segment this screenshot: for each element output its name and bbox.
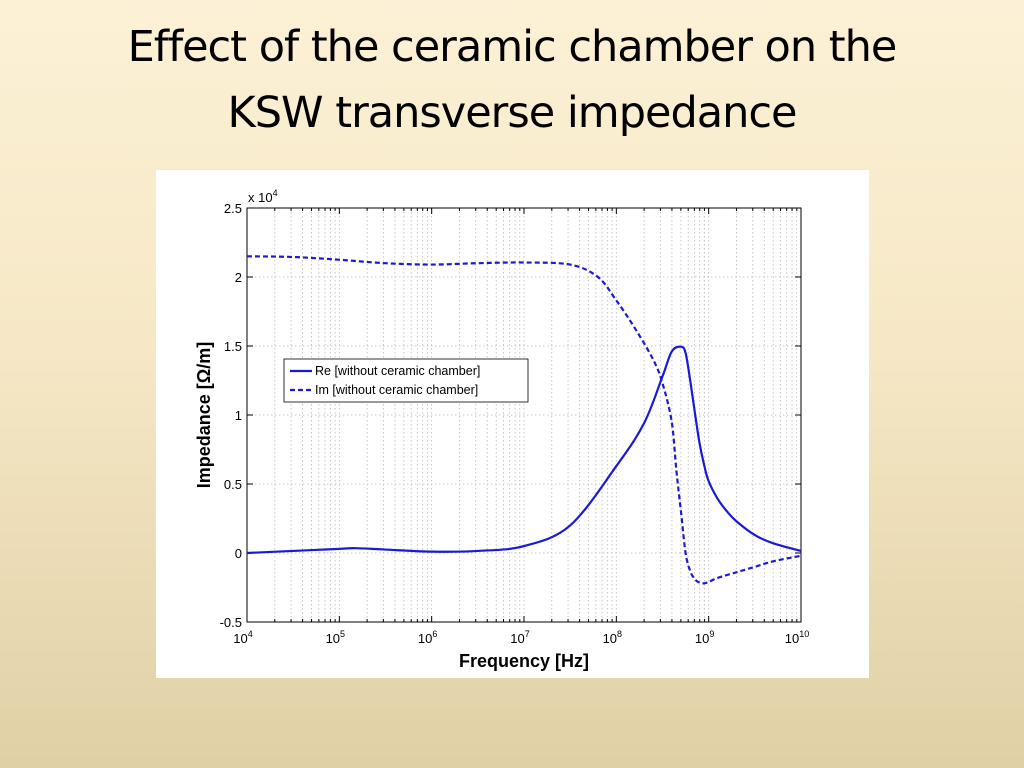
x-tick-label: 109 <box>695 629 714 646</box>
slide-title-line2: KSW transverse impedance <box>227 88 798 138</box>
legend-re-label: Re [without ceramic chamber] <box>315 364 480 378</box>
y-tick-label: 1.5 <box>224 339 242 354</box>
y-axis-label: Impedance [Ω/m] <box>194 342 214 488</box>
y-tick-label: 2.5 <box>224 201 242 216</box>
grid-lines <box>247 208 801 622</box>
figure-panel: 104 105 106 107 108 109 1010 -0.5 0 0.5 1 1.5 2 2.5 x … <box>156 170 869 678</box>
slide-title: Effect of the ceramic chamber on the KSW… <box>0 14 1024 146</box>
series-re-line <box>247 345 801 555</box>
legend: Re [without ceramic chamber] Im [without … <box>283 358 529 403</box>
x-axis-label: Frequency [Hz] <box>459 651 589 671</box>
y-tick-label: 2 <box>235 270 242 285</box>
y-tick-label: 0.5 <box>224 477 242 492</box>
legend-im-label: Im [without ceramic chamber] <box>315 383 478 397</box>
legend-box <box>283 358 529 403</box>
y-tick-label: -0.5 <box>220 615 242 630</box>
slide-title-line1: Effect of the ceramic chamber on the <box>127 22 898 72</box>
axis-ticks <box>246 207 802 623</box>
x-tick-label: 107 <box>510 629 529 646</box>
x-tick-label: 104 <box>233 629 252 646</box>
impedance-chart: 104 105 106 107 108 109 1010 -0.5 0 0.5 1 1.5 2 2.5 x … <box>194 188 809 671</box>
y-tick-label: 0 <box>235 546 242 561</box>
y-tick-label: 1 <box>235 408 242 423</box>
x-tick-label: 108 <box>603 629 622 646</box>
x-tick-label: 106 <box>418 629 437 646</box>
x-tick-label: 1010 <box>785 629 809 646</box>
x-tick-label: 105 <box>326 629 345 646</box>
series-im-line <box>247 255 801 585</box>
y-multiplier-label: x 104 <box>248 188 278 205</box>
